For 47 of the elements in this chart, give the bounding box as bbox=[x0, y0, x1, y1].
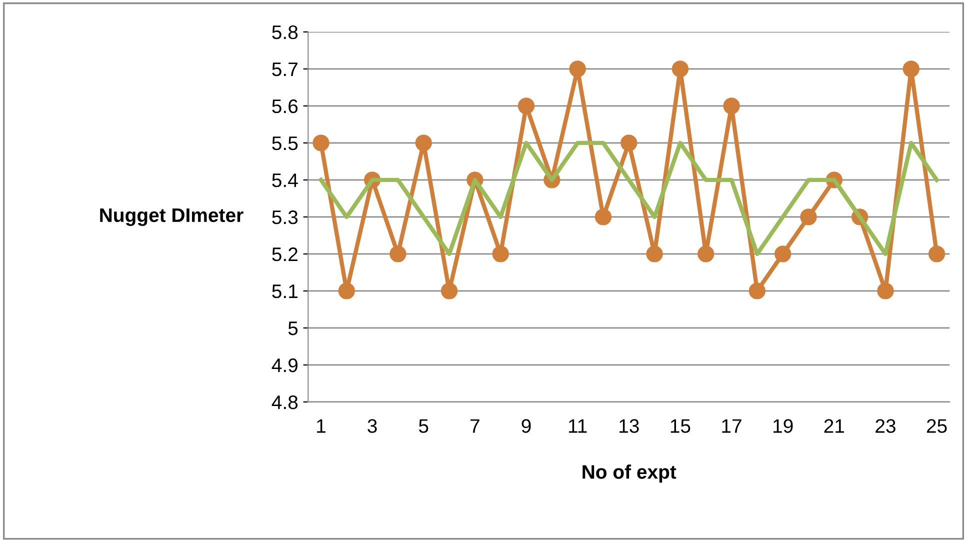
point bbox=[698, 246, 714, 262]
point bbox=[774, 246, 792, 262]
point bbox=[440, 282, 458, 300]
point bbox=[902, 60, 920, 78]
x-tick-label: 23 bbox=[876, 419, 896, 433]
y-tick-label: 5.8 bbox=[272, 25, 298, 40]
point bbox=[518, 98, 535, 114]
point bbox=[620, 134, 638, 152]
point bbox=[928, 246, 946, 262]
x-tick-label: 9 bbox=[522, 419, 531, 433]
x-tick-label: 3 bbox=[368, 419, 377, 433]
y-tick-label: 4.9 bbox=[272, 358, 298, 372]
point bbox=[877, 282, 894, 300]
x-tick-label: 25 bbox=[926, 419, 947, 433]
point bbox=[338, 282, 355, 300]
point bbox=[569, 60, 586, 78]
y-axis-title: Nugget DImeter bbox=[100, 208, 244, 226]
point bbox=[800, 208, 817, 226]
x-tick-label: 17 bbox=[722, 419, 742, 433]
point bbox=[390, 246, 406, 262]
y-tick-label: 5 bbox=[288, 322, 298, 336]
x-axis-title: No of expt bbox=[582, 464, 676, 483]
point bbox=[594, 208, 612, 226]
point bbox=[723, 98, 740, 114]
x-tick-label: 15 bbox=[670, 419, 690, 433]
point bbox=[748, 282, 766, 300]
y-tick-label: 5.6 bbox=[272, 99, 298, 114]
x-tick-label: 11 bbox=[568, 419, 587, 433]
x-tick-label: 5 bbox=[418, 419, 428, 433]
point bbox=[672, 60, 689, 78]
y-tick-label: 5.2 bbox=[272, 247, 298, 262]
line-series bbox=[318, 140, 939, 256]
y-tick-label: 5.7 bbox=[272, 62, 298, 76]
point bbox=[492, 246, 509, 262]
y-tick-label: 5.3 bbox=[272, 210, 298, 224]
x-tick-label: 1 bbox=[317, 419, 326, 433]
point bbox=[646, 246, 663, 262]
x-tick-label: 21 bbox=[824, 419, 844, 433]
x-tick-label: 7 bbox=[470, 419, 480, 433]
x-tick-label: 19 bbox=[774, 419, 793, 433]
y-tick-label: 5.5 bbox=[272, 136, 298, 150]
x-tick-label: 13 bbox=[620, 419, 639, 433]
y-tick-label: 5.4 bbox=[272, 174, 298, 188]
y-tick-label: 5.1 bbox=[272, 284, 298, 298]
point bbox=[312, 134, 330, 152]
y-tick-label: 4.8 bbox=[272, 395, 298, 410]
point bbox=[415, 134, 432, 152]
